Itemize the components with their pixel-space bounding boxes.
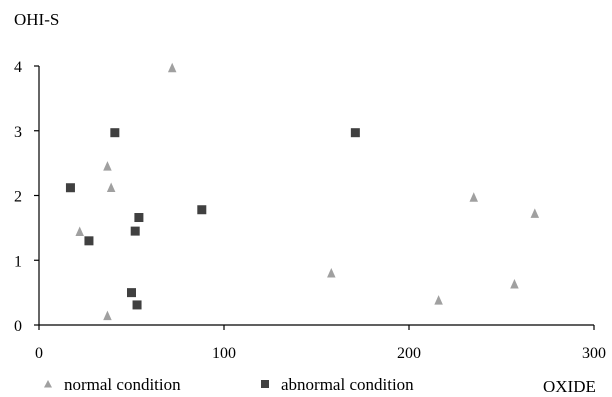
abnormal-condition-point bbox=[132, 300, 142, 310]
abnormal-condition-point bbox=[197, 205, 207, 215]
y-tick-label: 3 bbox=[14, 124, 22, 141]
abnormal-condition-point bbox=[350, 128, 360, 138]
legend: normal condition abnormal condition bbox=[44, 375, 414, 394]
legend-square-icon bbox=[261, 380, 269, 388]
x-tick-label: 200 bbox=[397, 345, 421, 362]
y-tick-label: 0 bbox=[14, 318, 22, 335]
abnormal-condition-point bbox=[110, 128, 120, 138]
normal-condition-point bbox=[469, 192, 478, 202]
normal-condition-point bbox=[103, 161, 112, 171]
normal-condition-point bbox=[327, 267, 336, 278]
abnormal-condition-point bbox=[134, 213, 144, 223]
x-axis-title: OXIDE bbox=[543, 377, 596, 396]
normal-condition-point bbox=[167, 62, 177, 73]
y-axis-title: OHI-S bbox=[14, 10, 59, 29]
data-points bbox=[65, 62, 540, 321]
legend-label: normal condition bbox=[64, 375, 181, 394]
y-tick-label: 4 bbox=[14, 59, 22, 76]
x-tick-label: 100 bbox=[212, 345, 236, 362]
legend-label: abnormal condition bbox=[281, 375, 414, 394]
normal-condition-point bbox=[75, 226, 84, 237]
normal-condition-point bbox=[530, 208, 540, 218]
y-tick-label: 1 bbox=[14, 253, 22, 270]
axis-ticks: 0 1 2 3 4 0 100 200 300 bbox=[14, 59, 606, 362]
normal-condition-point bbox=[103, 310, 112, 321]
y-tick-label: 2 bbox=[14, 189, 22, 206]
normal-condition-point bbox=[510, 278, 519, 289]
abnormal-condition-point bbox=[65, 183, 75, 193]
normal-condition-point bbox=[106, 182, 116, 192]
abnormal-condition-point bbox=[130, 226, 140, 236]
x-tick-label: 0 bbox=[35, 345, 43, 362]
legend-triangle-icon bbox=[44, 380, 52, 388]
normal-condition-point bbox=[434, 295, 443, 305]
abnormal-condition-point bbox=[127, 288, 136, 298]
abnormal-condition-point bbox=[84, 236, 94, 246]
x-tick-label: 300 bbox=[582, 345, 606, 362]
